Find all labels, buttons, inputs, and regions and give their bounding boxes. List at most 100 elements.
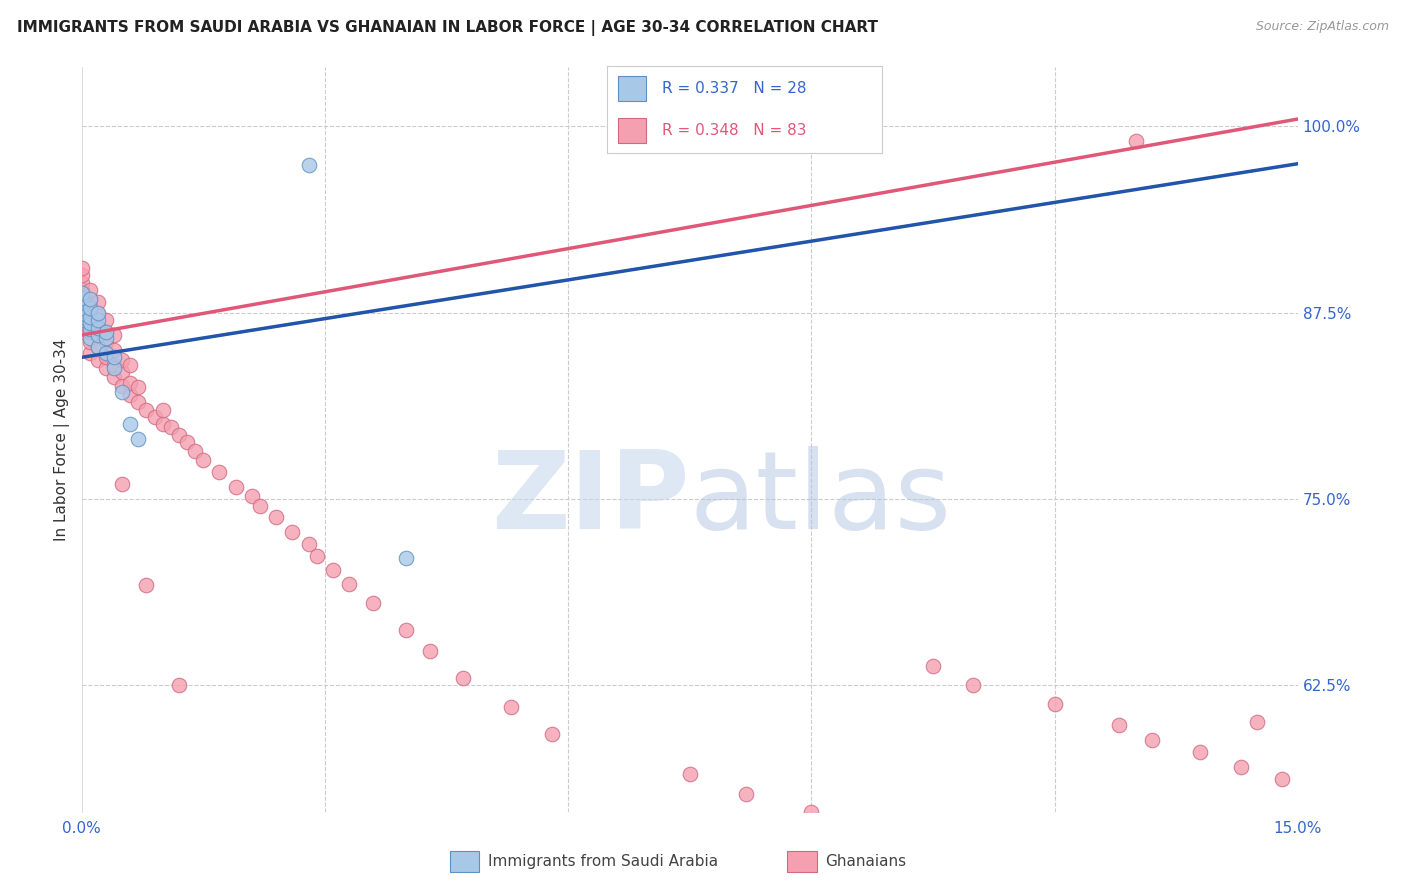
- Text: IMMIGRANTS FROM SAUDI ARABIA VS GHANAIAN IN LABOR FORCE | AGE 30-34 CORRELATION : IMMIGRANTS FROM SAUDI ARABIA VS GHANAIAN…: [17, 20, 877, 36]
- Point: [501, 700, 523, 714]
- Point: [87, 328, 110, 343]
- Point: [922, 658, 945, 673]
- Point: [70, 286, 93, 301]
- Point: [297, 536, 319, 550]
- Point: [70, 268, 93, 283]
- Point: [87, 306, 110, 320]
- Point: [87, 295, 110, 310]
- Point: [152, 402, 174, 417]
- Point: [159, 420, 181, 434]
- Point: [127, 395, 149, 409]
- Point: [800, 805, 823, 819]
- Point: [297, 158, 319, 172]
- Point: [70, 295, 93, 310]
- Point: [1189, 745, 1212, 759]
- Point: [70, 295, 93, 310]
- Point: [94, 360, 117, 375]
- Point: [70, 325, 93, 339]
- Point: [135, 402, 157, 417]
- FancyBboxPatch shape: [619, 119, 645, 143]
- Y-axis label: In Labor Force | Age 30-34: In Labor Force | Age 30-34: [55, 338, 70, 541]
- Point: [70, 310, 93, 325]
- Point: [103, 328, 125, 343]
- Point: [120, 417, 142, 432]
- Point: [87, 328, 110, 343]
- Point: [962, 678, 984, 692]
- FancyBboxPatch shape: [450, 851, 479, 872]
- Point: [1125, 135, 1147, 149]
- Point: [225, 480, 247, 494]
- Point: [111, 477, 134, 491]
- Point: [87, 340, 110, 354]
- Point: [94, 313, 117, 327]
- Point: [103, 351, 125, 365]
- Point: [184, 444, 207, 458]
- Point: [143, 409, 166, 424]
- Point: [79, 335, 101, 350]
- Point: [152, 417, 174, 432]
- Point: [79, 325, 101, 339]
- Text: Ghanaians: Ghanaians: [825, 855, 907, 869]
- Point: [87, 307, 110, 321]
- Point: [451, 671, 474, 685]
- Point: [264, 509, 287, 524]
- Point: [103, 358, 125, 372]
- Point: [208, 465, 231, 479]
- Point: [79, 310, 101, 325]
- Text: ZIP: ZIP: [491, 446, 690, 552]
- Point: [540, 727, 562, 741]
- Point: [111, 384, 134, 399]
- Point: [79, 331, 101, 345]
- Point: [240, 489, 263, 503]
- Point: [70, 289, 93, 303]
- Point: [94, 351, 117, 365]
- Point: [395, 623, 418, 637]
- Point: [79, 322, 101, 336]
- Point: [70, 301, 93, 316]
- Point: [70, 284, 93, 298]
- Point: [735, 787, 758, 801]
- Point: [94, 335, 117, 350]
- Point: [167, 678, 190, 692]
- Point: [1043, 698, 1066, 712]
- Point: [167, 427, 190, 442]
- Point: [120, 376, 142, 390]
- Point: [87, 313, 110, 327]
- FancyBboxPatch shape: [619, 77, 645, 101]
- Point: [87, 319, 110, 334]
- Point: [111, 378, 134, 392]
- Point: [1246, 715, 1268, 730]
- Point: [882, 834, 904, 848]
- Point: [79, 301, 101, 316]
- Point: [176, 435, 198, 450]
- Point: [70, 316, 93, 330]
- Point: [120, 387, 142, 401]
- Point: [79, 295, 101, 310]
- Point: [79, 316, 101, 330]
- Point: [87, 353, 110, 368]
- Point: [79, 346, 101, 360]
- Point: [103, 343, 125, 357]
- Point: [305, 549, 328, 563]
- Point: [363, 596, 385, 610]
- Text: R = 0.348   N = 83: R = 0.348 N = 83: [662, 123, 807, 138]
- Point: [103, 369, 125, 384]
- Point: [87, 340, 110, 354]
- Point: [70, 307, 93, 321]
- Point: [87, 320, 110, 334]
- Text: atlas: atlas: [690, 446, 952, 552]
- Point: [94, 346, 117, 360]
- Point: [79, 306, 101, 320]
- Text: Immigrants from Saudi Arabia: Immigrants from Saudi Arabia: [488, 855, 718, 869]
- Point: [70, 260, 93, 275]
- Point: [70, 291, 93, 305]
- Point: [79, 293, 101, 307]
- Point: [120, 358, 142, 372]
- Point: [70, 276, 93, 290]
- Point: [841, 820, 863, 834]
- Point: [191, 453, 215, 467]
- Point: [1230, 760, 1253, 774]
- Text: R = 0.337   N = 28: R = 0.337 N = 28: [662, 81, 807, 96]
- Point: [70, 313, 93, 327]
- Point: [337, 576, 360, 591]
